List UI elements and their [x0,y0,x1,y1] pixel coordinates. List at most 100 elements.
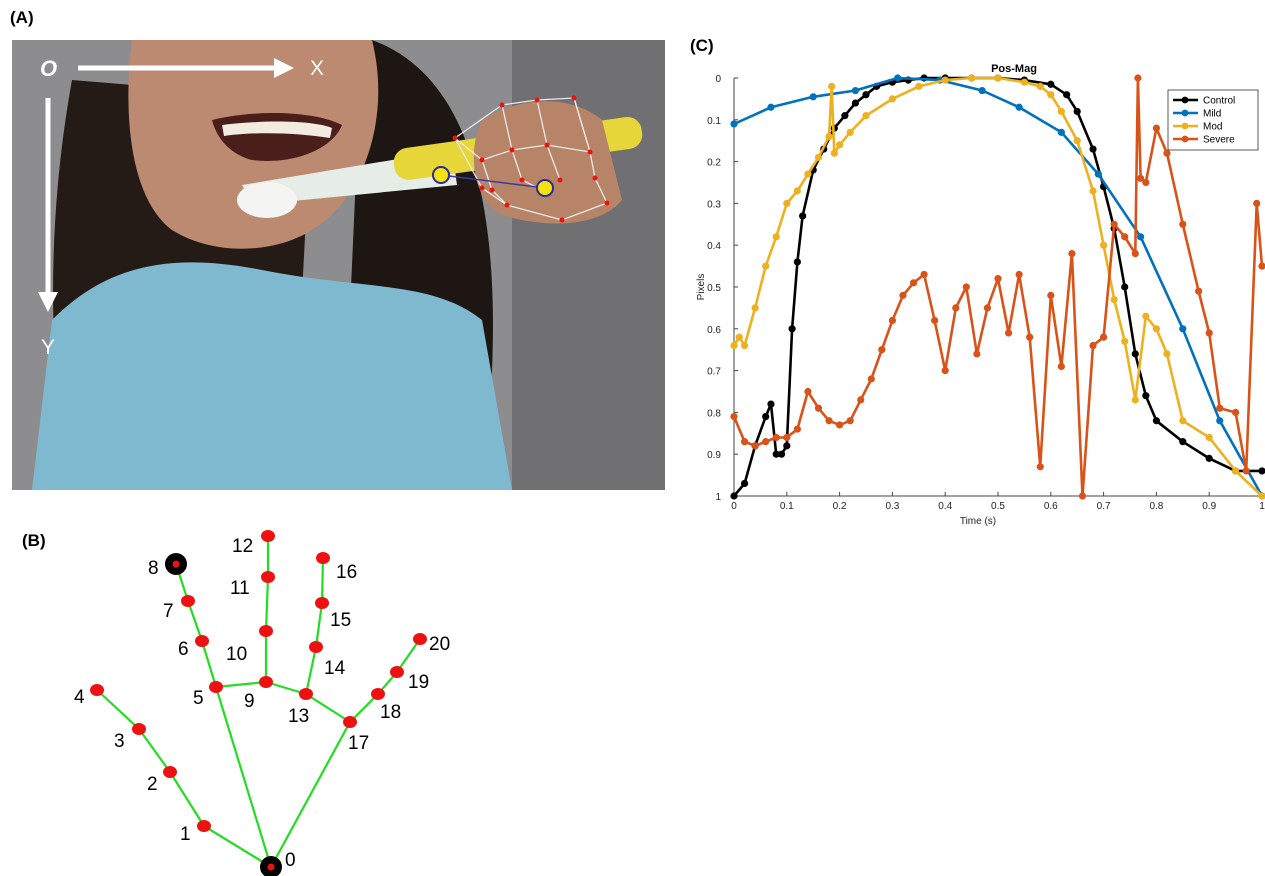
data-point-mild [1094,170,1102,178]
data-point-severe [1242,467,1250,475]
pos-mag-chart: 0 0.1 0.2 0.3 0.4 0.5 0.6 0.7 0.8 0.9 100.10.20.30… [696,63,1265,527]
hand-bone-17-18 [349,693,379,723]
x-tick-label: 0.7 [1097,501,1111,512]
data-point-severe [1121,233,1129,241]
data-point-mild [809,93,817,101]
y-tick-label: 0.1 [707,116,721,127]
data-point-mod [1057,107,1065,116]
data-point-control [1047,80,1055,88]
legend-label-control: Control [1203,96,1235,107]
y-tick-label: 0.9 [707,450,721,461]
data-point-severe [1036,463,1044,471]
data-point-mod [1258,492,1265,500]
data-point-severe [772,433,780,442]
landmark-number-11: 11 [230,578,250,599]
y-tick-label: 0.6 [707,325,721,336]
landmark-number-18: 18 [380,702,401,723]
x-tick-label: 1 [1259,501,1265,512]
landmark-number-16: 16 [336,562,357,583]
data-point-severe [952,304,960,312]
landmark-point-5 [209,681,223,693]
landmark-number-4: 4 [74,687,85,708]
data-point-severe [1078,492,1087,500]
x-tick-label: 0 [731,501,737,512]
data-point-mild [978,86,986,95]
hand-bone-14-15 [314,602,324,648]
landmark-number-12: 12 [232,536,253,557]
data-point-mod [1142,312,1150,320]
landmark-number-6: 6 [178,639,189,660]
data-point-mod [830,149,838,157]
data-point-mod [1036,82,1044,90]
landmark-point-2 [163,766,177,778]
data-point-severe [804,387,812,396]
landmark-point-9 [259,676,273,688]
hand-bone-13-17 [305,693,351,723]
landmark-number-10: 10 [226,644,247,665]
data-point-severe [1015,270,1023,279]
landmark-point-13 [299,688,313,700]
data-point-mild [894,74,902,82]
landmark-point-0 [267,863,275,871]
data-point-mod [994,74,1002,82]
data-point-mod [1047,91,1055,99]
data-point-mod [1121,337,1129,345]
landmark-point-1 [197,820,211,832]
y-tick-label: 0.4 [707,241,721,252]
data-point-severe [962,283,970,291]
landmark-point-4 [90,684,104,696]
hand-bone-5-9 [215,680,267,689]
data-point-control [1179,438,1187,446]
data-point-mod [1179,417,1187,425]
data-point-severe [920,270,928,279]
data-point-control [762,412,770,421]
hand-bone-19-20 [396,638,421,673]
data-point-severe [1232,408,1240,416]
data-point-control [799,212,807,220]
data-point-severe [994,275,1002,283]
y-tick-label: 0.3 [707,199,721,210]
landmark-point-20 [413,633,427,645]
data-point-severe [1134,74,1142,82]
landmark-point-18 [371,688,385,700]
y-axis-label: Y [41,336,55,359]
hand-bone-15-16 [320,557,325,604]
data-point-severe [1068,249,1076,258]
data-point-mod [735,333,743,341]
landmark-point-15 [315,597,329,609]
data-point-severe [783,433,791,442]
data-point-mod [1073,137,1081,145]
landmark-number-15: 15 [330,610,351,631]
landmark-number-20: 20 [429,634,450,655]
landmark-point-17 [343,716,357,728]
x-axis-arrow [78,58,294,78]
data-point-mod [730,341,738,350]
data-point-mod [1100,241,1108,249]
hand-bone-5-6 [200,640,218,688]
landmark-number-19: 19 [408,672,429,693]
data-point-mod [814,153,823,162]
data-point-mod [772,233,780,241]
data-point-mod [1152,325,1160,333]
landmark-point-19 [390,666,404,678]
data-point-control [740,479,749,488]
data-point-control [1152,417,1160,425]
hand-bone-1-2 [169,771,205,827]
landmark-point-10 [259,625,273,637]
data-point-mild [1015,103,1023,111]
data-point-control [1131,350,1139,358]
panel-label-a: (A) [10,8,34,27]
data-point-mod [862,112,870,120]
data-point-severe [1216,404,1224,412]
landmark-point-7 [181,595,195,607]
data-point-mod [1205,433,1213,442]
data-point-mod [1089,187,1097,195]
landmark-number-0: 0 [285,850,296,871]
data-point-mod [762,262,770,270]
landmark-point-16 [316,552,330,564]
data-point-severe [1205,329,1213,337]
tooth-brushing-photo: O X Y [12,40,665,490]
data-point-control [1142,392,1150,400]
data-point-severe [1253,199,1261,207]
